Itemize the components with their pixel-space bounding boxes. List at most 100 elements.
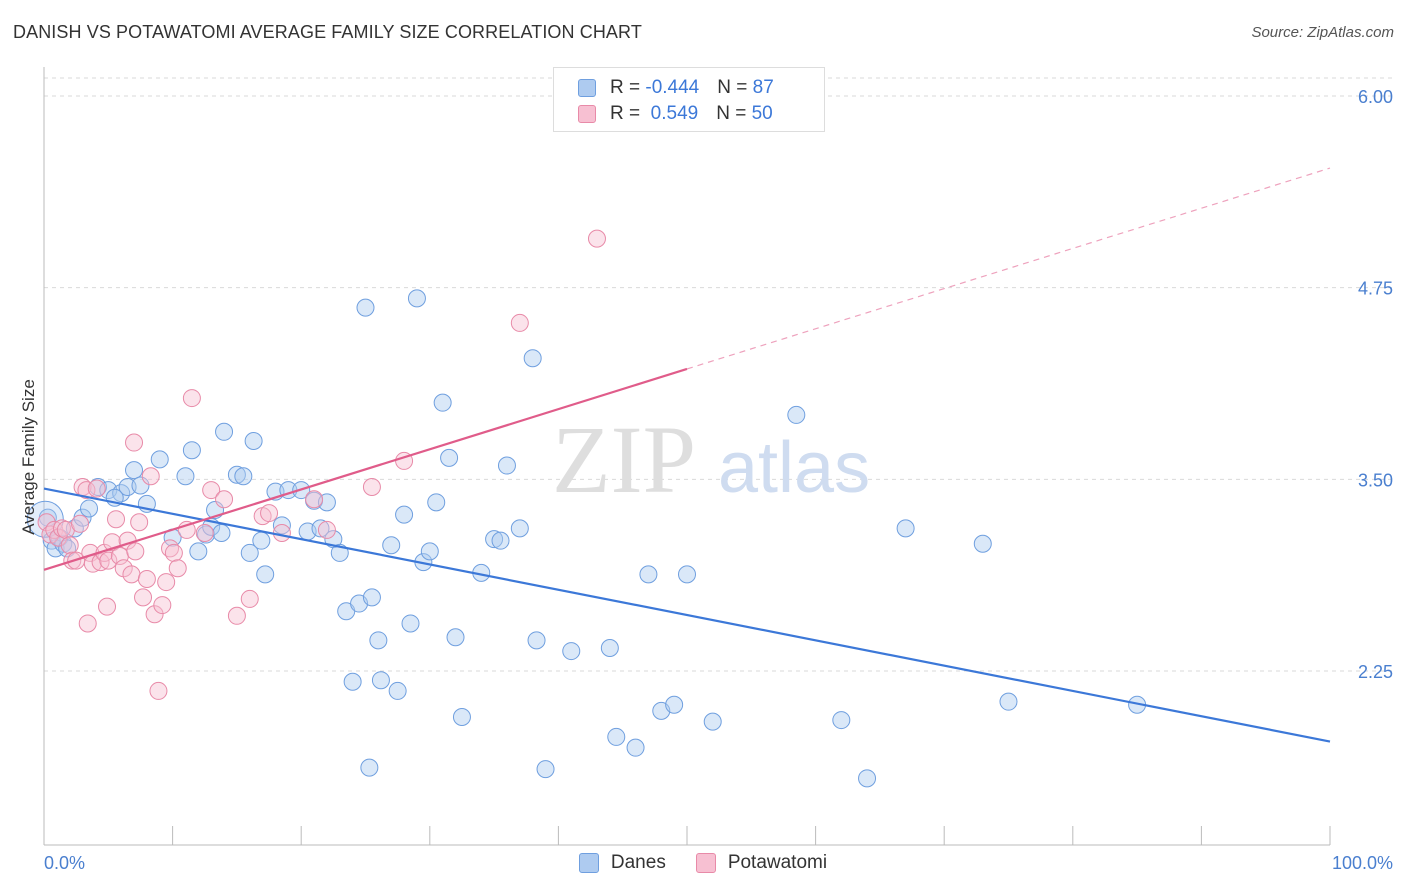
- point-potawatomi: [587, 229, 606, 248]
- point-potawatomi: [126, 542, 145, 561]
- point-danes: [395, 505, 414, 524]
- legend-label-potawatomi: Potawatomi: [727, 852, 828, 873]
- series-potawatomi: [37, 229, 606, 700]
- legend-item-danes: Danes: [578, 852, 666, 874]
- point-danes: [227, 465, 246, 484]
- chart-title: DANISH VS POTAWATOMI AVERAGE FAMILY SIZE…: [13, 22, 642, 42]
- point-danes: [189, 542, 208, 561]
- point-danes: [420, 542, 439, 561]
- point-potawatomi: [134, 588, 153, 607]
- series-legend: Danes Potawatomi: [0, 852, 1406, 874]
- legend-item-potawatomi: Potawatomi: [695, 852, 828, 874]
- point-potawatomi: [130, 513, 149, 532]
- point-potawatomi: [227, 606, 246, 625]
- legend-row-danes: R = -0.444 N = 87: [578, 77, 774, 99]
- legend-swatch-potawatomi: [695, 853, 716, 873]
- y-tick-label: 3.50: [1358, 470, 1393, 490]
- point-danes: [356, 298, 375, 317]
- correlation-legend: R = -0.444 N = 87 R = 0.549 N = 50: [553, 67, 825, 132]
- point-potawatomi: [153, 596, 172, 615]
- legend-swatch-danes: [578, 853, 599, 873]
- point-danes: [896, 519, 915, 538]
- point-danes: [215, 422, 234, 441]
- point-potawatomi: [510, 313, 529, 332]
- point-danes: [639, 565, 658, 584]
- point-danes: [388, 681, 407, 700]
- point-potawatomi: [195, 524, 214, 542]
- point-danes: [440, 448, 459, 467]
- point-potawatomi: [260, 504, 279, 523]
- watermark-atlas: atlas: [718, 428, 870, 508]
- point-potawatomi: [122, 565, 141, 584]
- point-potawatomi: [137, 570, 156, 588]
- point-danes: [212, 524, 231, 542]
- point-potawatomi: [145, 605, 164, 624]
- legend-n-value: 87: [752, 77, 774, 98]
- point-danes: [973, 534, 992, 553]
- legend-r-value: 0.549: [645, 103, 699, 124]
- legend-n-label: N =: [716, 103, 752, 124]
- legend-label-danes: Danes: [610, 852, 666, 873]
- legend-r-value: -0.444: [645, 77, 700, 98]
- point-danes: [600, 639, 619, 657]
- point-danes: [527, 631, 546, 650]
- legend-row-potawatomi: R = 0.549 N = 50: [578, 103, 773, 125]
- y-tick-labels: 2.25 3.50 4.75 6.00: [1358, 87, 1393, 682]
- series-danes: [26, 289, 1147, 788]
- point-danes: [407, 289, 426, 308]
- grid-lines: [44, 77, 1392, 672]
- source-credit: Source: ZipAtlas.com: [1251, 24, 1394, 41]
- legend-n-value: 50: [751, 103, 773, 124]
- point-danes: [150, 450, 169, 469]
- point-danes: [343, 672, 362, 691]
- point-danes: [446, 628, 465, 647]
- point-danes: [562, 642, 581, 661]
- point-danes: [234, 467, 253, 486]
- point-danes: [182, 441, 201, 460]
- point-danes: [485, 530, 504, 549]
- point-danes: [131, 476, 150, 495]
- point-potawatomi: [91, 553, 110, 572]
- point-potawatomi: [305, 490, 324, 509]
- point-danes: [244, 432, 263, 450]
- watermark: ZIP atlas: [552, 406, 870, 513]
- point-danes: [26, 500, 64, 538]
- point-potawatomi: [125, 433, 144, 452]
- point-danes: [703, 712, 722, 731]
- point-potawatomi: [202, 481, 221, 500]
- point-danes: [858, 769, 877, 788]
- point-potawatomi: [107, 510, 126, 529]
- point-danes: [427, 493, 446, 512]
- point-danes: [272, 516, 291, 535]
- legend-swatch-potawatomi: [578, 105, 596, 123]
- point-danes: [491, 531, 510, 550]
- trend-lines: [43, 167, 1331, 743]
- point-potawatomi: [164, 543, 183, 562]
- point-danes: [626, 738, 645, 757]
- trendline-potawatomi: [43, 367, 688, 571]
- point-potawatomi: [168, 559, 187, 578]
- y-axis-label: Average Family Size: [19, 379, 38, 535]
- point-danes: [523, 349, 542, 368]
- watermark-zip: ZIP: [552, 406, 696, 513]
- point-potawatomi: [362, 478, 381, 496]
- point-potawatomi: [272, 524, 291, 542]
- point-danes: [125, 461, 144, 480]
- point-danes: [330, 543, 349, 562]
- y-tick-label: 4.75: [1358, 279, 1393, 299]
- point-danes: [256, 565, 275, 584]
- point-danes: [240, 543, 259, 562]
- point-danes: [452, 708, 471, 726]
- point-potawatomi: [60, 536, 79, 555]
- point-potawatomi: [98, 597, 117, 616]
- legend-n-label: N =: [717, 77, 753, 98]
- y-tick-label: 6.00: [1358, 87, 1393, 107]
- point-danes: [433, 393, 452, 412]
- x-tick-label-start: 0.0%: [44, 853, 85, 873]
- point-danes: [510, 519, 529, 538]
- point-danes: [369, 631, 388, 650]
- point-danes: [536, 760, 555, 779]
- point-potawatomi: [141, 467, 160, 486]
- point-potawatomi: [99, 551, 118, 570]
